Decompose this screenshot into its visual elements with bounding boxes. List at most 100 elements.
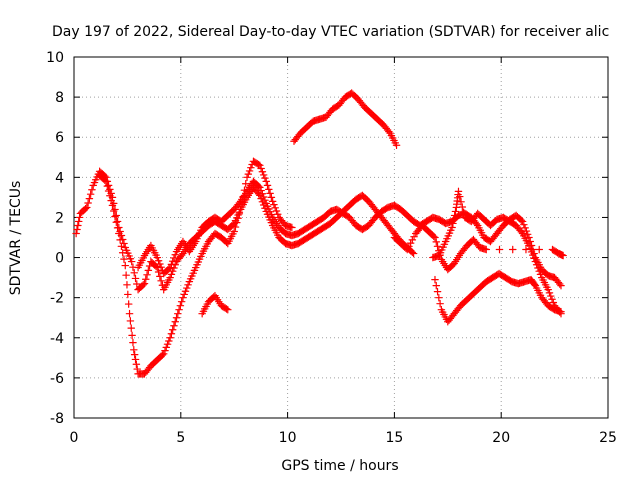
data-point <box>262 199 271 208</box>
data-point <box>195 229 204 237</box>
data-point <box>154 256 163 265</box>
data-point <box>451 207 460 216</box>
data-point <box>172 313 181 322</box>
data-point <box>263 202 272 211</box>
data-point <box>458 203 467 211</box>
data-point <box>161 346 169 355</box>
data-point <box>522 227 531 235</box>
data-point <box>165 337 173 345</box>
data-point <box>455 192 464 201</box>
data-point <box>548 295 556 304</box>
data-point <box>259 193 268 201</box>
data-point <box>143 271 151 279</box>
data-point <box>191 237 200 246</box>
data-point <box>124 290 132 299</box>
data-point <box>234 214 242 223</box>
data-point <box>168 325 177 334</box>
data-point <box>409 249 418 258</box>
data-point <box>197 226 205 235</box>
data-point <box>266 189 274 198</box>
data-point <box>154 268 163 276</box>
data-point <box>261 174 269 182</box>
data-point <box>263 181 272 190</box>
data-point <box>194 232 203 240</box>
data-point <box>435 293 443 302</box>
data-point <box>431 275 439 284</box>
data-point <box>438 246 446 254</box>
data-point <box>527 248 536 256</box>
data-point <box>117 242 126 251</box>
data-point <box>545 289 554 297</box>
data-point <box>130 346 138 354</box>
data-point <box>194 258 203 266</box>
y-tick-label: -6 <box>50 371 64 387</box>
data-point <box>508 245 517 254</box>
x-axis-title: GPS time / hours <box>281 458 398 474</box>
data-point <box>450 211 459 220</box>
data-point <box>176 301 185 310</box>
data-point <box>125 252 133 260</box>
data-point <box>89 181 98 190</box>
data-point <box>449 215 458 224</box>
data-point <box>121 261 130 270</box>
data-point <box>153 253 162 262</box>
data-point <box>127 324 136 332</box>
x-tick-label: 0 <box>70 430 79 446</box>
data-point <box>167 260 176 269</box>
data-point <box>159 350 168 358</box>
data-point <box>523 230 532 239</box>
data-marks <box>72 89 567 378</box>
data-point <box>521 224 529 232</box>
data-point <box>190 266 199 275</box>
data-point <box>444 232 453 240</box>
x-tick-label: 5 <box>176 430 185 446</box>
data-point <box>258 189 267 198</box>
data-point <box>265 205 273 213</box>
data-point <box>126 317 135 325</box>
data-point <box>104 187 113 195</box>
data-point <box>449 219 457 228</box>
data-point <box>133 365 142 373</box>
data-point <box>247 163 255 172</box>
series-track-6 <box>431 269 565 326</box>
data-point <box>84 199 92 207</box>
data-point <box>108 201 117 210</box>
data-point <box>182 284 191 292</box>
y-tick-label: 2 <box>55 210 64 226</box>
data-point <box>118 248 127 257</box>
data-point <box>152 262 160 271</box>
data-point <box>266 208 274 216</box>
data-point <box>230 227 238 236</box>
data-point <box>433 287 442 296</box>
data-point <box>72 229 80 238</box>
data-point <box>127 257 136 266</box>
data-point <box>156 272 164 281</box>
data-point <box>141 275 150 284</box>
data-point <box>529 251 537 259</box>
data-point <box>457 198 465 206</box>
data-point <box>191 263 200 272</box>
data-point <box>532 260 541 269</box>
data-point <box>259 171 268 179</box>
data-point <box>288 223 296 232</box>
series-track-5 <box>198 291 232 318</box>
data-point <box>74 217 83 226</box>
y-tick-label: 10 <box>46 50 64 66</box>
data-point <box>163 340 172 348</box>
data-point <box>106 191 114 200</box>
data-point <box>139 281 148 289</box>
data-point <box>126 254 135 263</box>
data-point <box>245 167 254 175</box>
data-point <box>235 210 244 218</box>
data-point <box>168 257 177 265</box>
data-point <box>112 218 121 227</box>
data-point <box>113 224 122 232</box>
data-point <box>188 272 196 280</box>
data-point <box>140 279 149 288</box>
data-point <box>170 254 178 262</box>
data-point <box>256 183 264 192</box>
data-point <box>267 210 276 219</box>
data-point <box>222 305 231 313</box>
data-point <box>544 285 552 294</box>
data-point <box>184 281 192 289</box>
